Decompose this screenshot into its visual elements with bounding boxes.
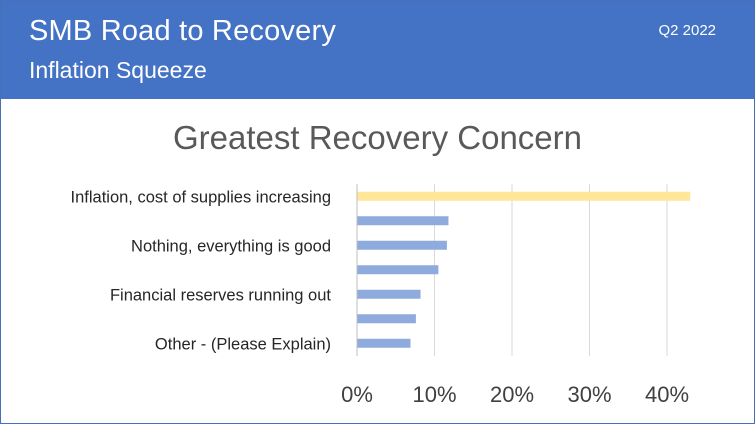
x-tick-label: 40% (645, 382, 689, 407)
bar (357, 191, 691, 201)
bar (357, 289, 421, 299)
chart-title: Greatest Recovery Concern (172, 119, 582, 156)
x-tick-label: 10% (412, 382, 456, 407)
x-tick-label: 20% (490, 382, 534, 407)
report-title: SMB Road to Recovery (29, 15, 337, 47)
header-banner: SMB Road to Recovery Inflation Squeeze Q… (1, 1, 754, 99)
report-period: Q2 2022 (658, 22, 716, 39)
category-label: Other - (Please Explain) (155, 335, 331, 353)
category-label: Inflation, cost of supplies increasing (71, 188, 331, 206)
x-tick-label: 30% (567, 382, 611, 407)
bar (357, 240, 447, 250)
bar (357, 338, 411, 348)
bar (357, 265, 439, 275)
x-tick-label: 0% (341, 382, 373, 407)
category-label: Financial reserves running out (110, 286, 331, 304)
report-subtitle: Inflation Squeeze (29, 57, 207, 83)
category-label: Nothing, everything is good (131, 237, 331, 255)
bar (357, 314, 416, 324)
bar (357, 216, 449, 226)
